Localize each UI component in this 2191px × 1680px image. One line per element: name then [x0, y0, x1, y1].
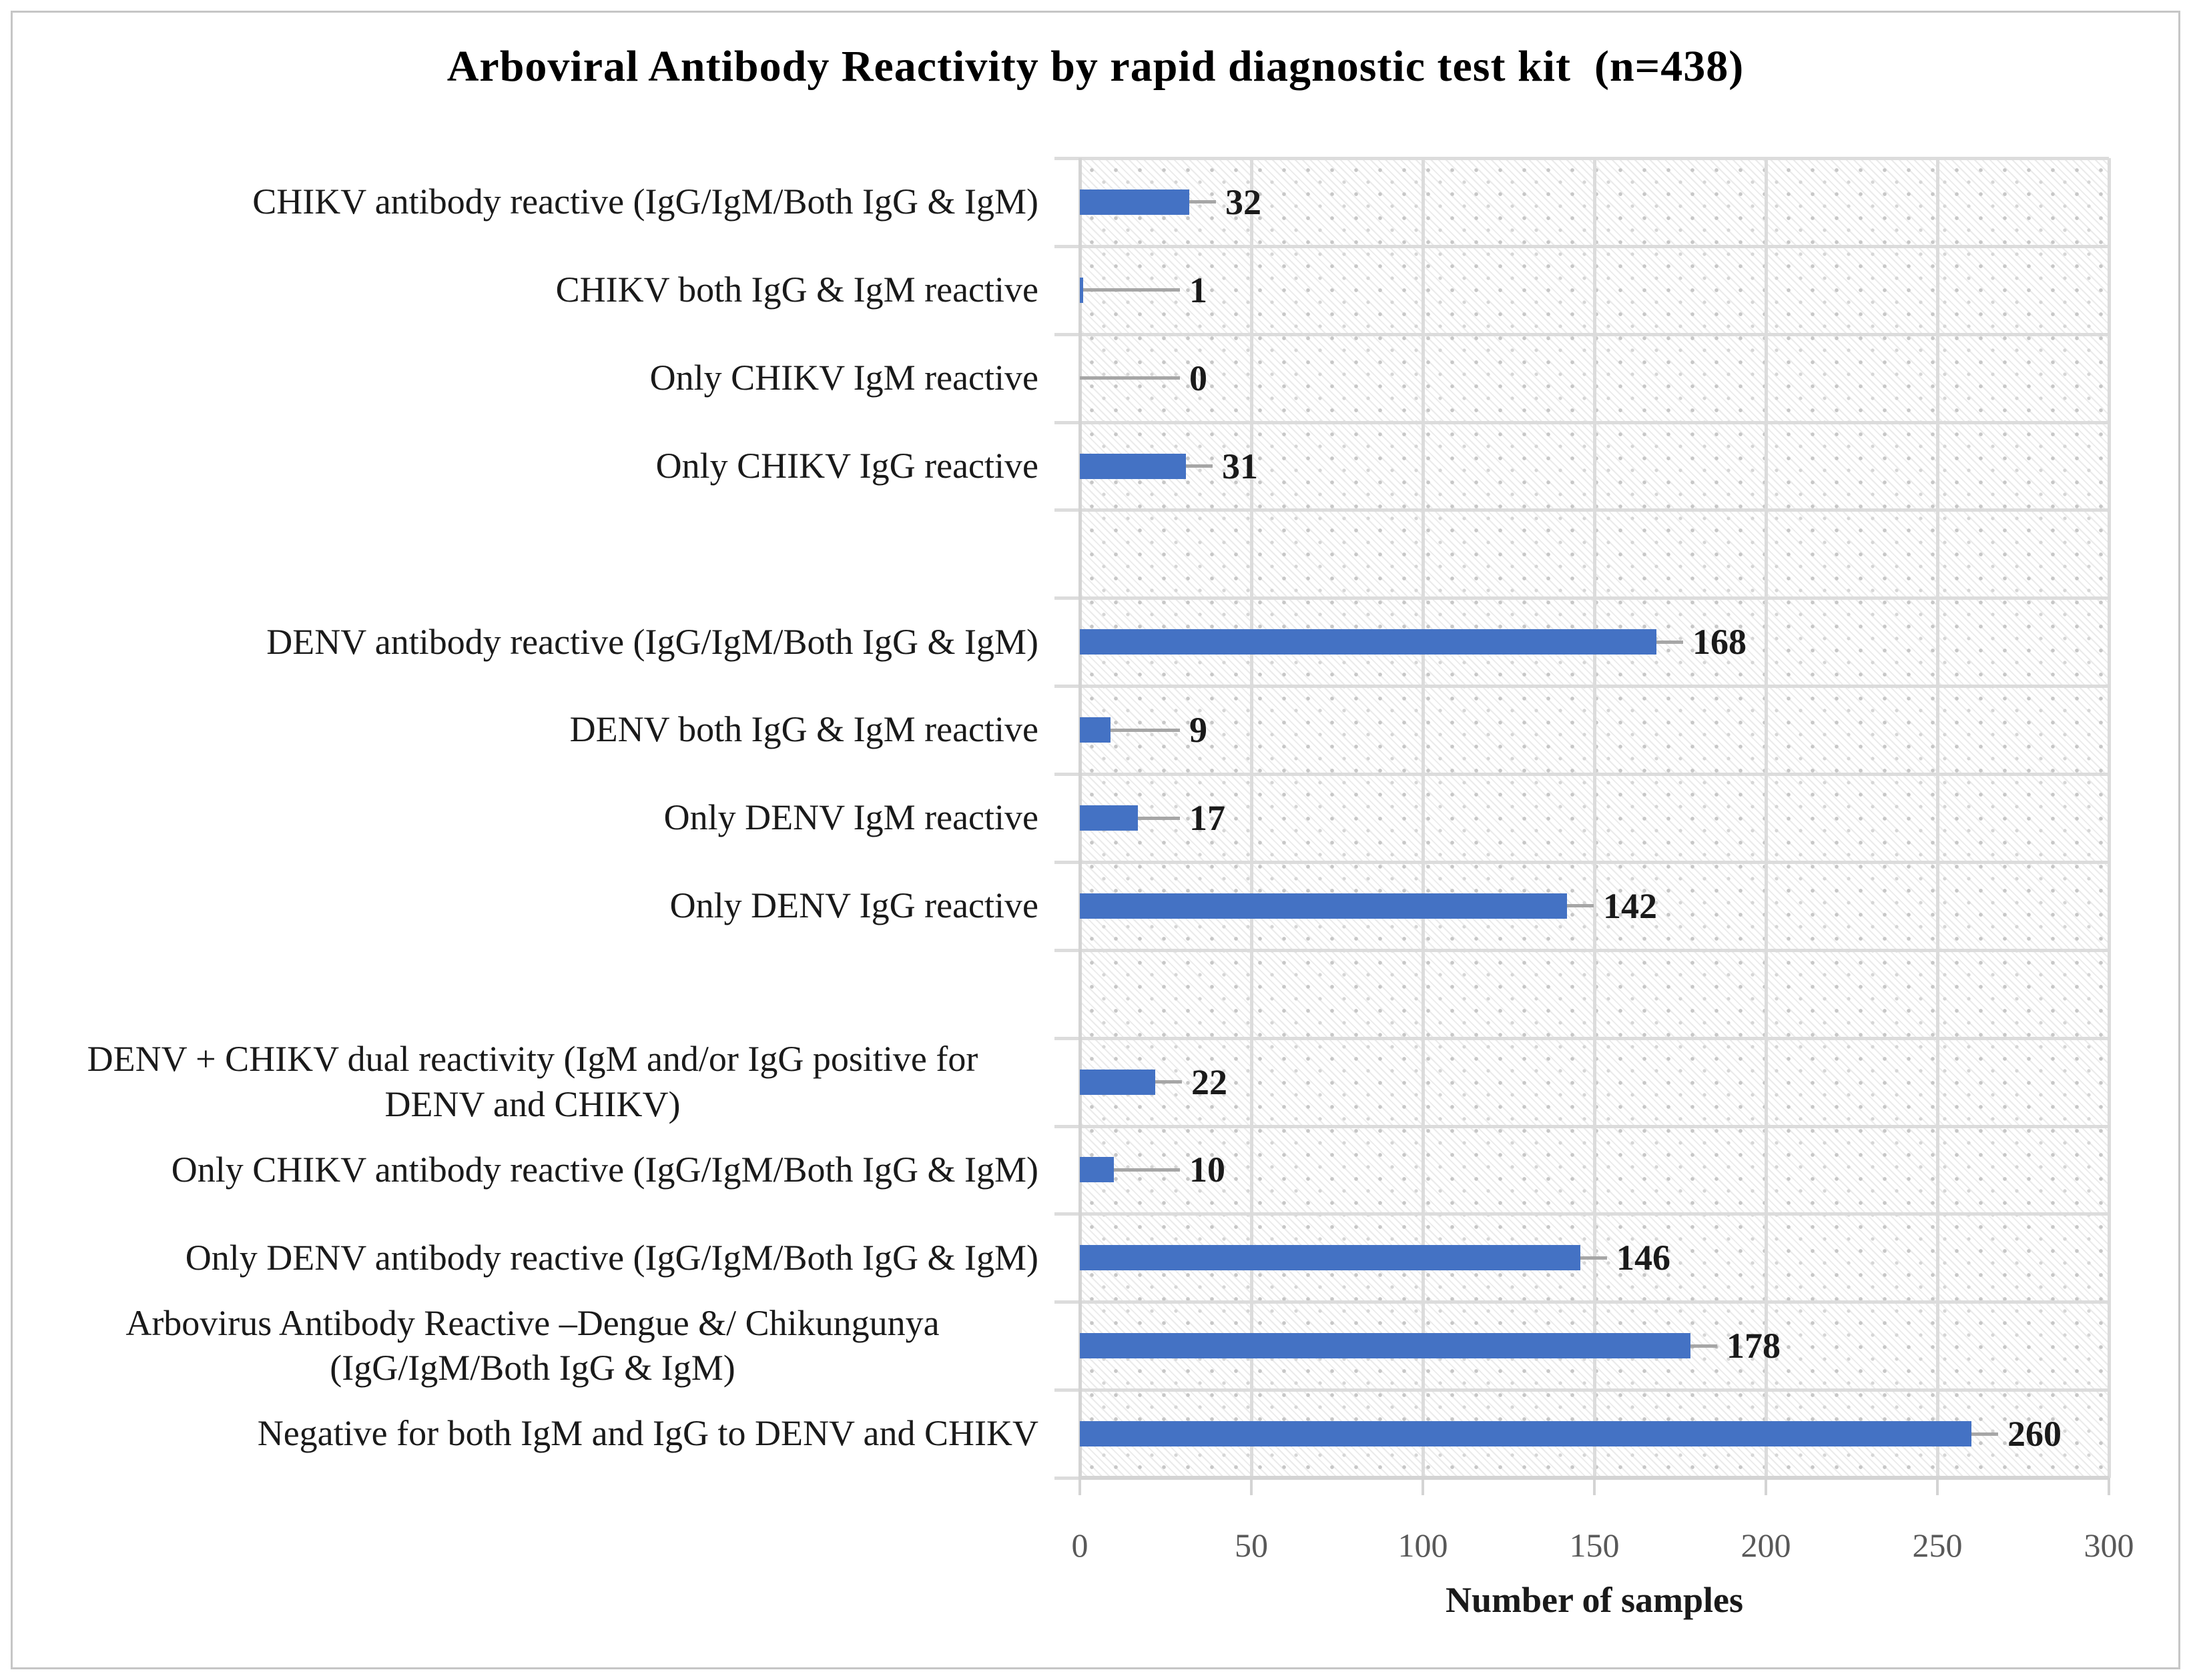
h-gridline	[1054, 773, 2109, 777]
leader-line	[1189, 200, 1216, 204]
leader-line	[1155, 1080, 1182, 1084]
leader-line	[1138, 816, 1180, 820]
data-label: 10	[1189, 1150, 1225, 1190]
category-label: DENV antibody reactive (IgG/IgM/Both IgG…	[266, 621, 1038, 662]
data-label: 260	[2007, 1414, 2062, 1454]
v-gridline	[1765, 158, 1768, 1478]
h-gridline	[1054, 860, 2109, 864]
h-gridline	[1054, 157, 2109, 160]
category-label: CHIKV antibody reactive (IgG/IgM/Both Ig…	[252, 181, 1038, 222]
bar	[1080, 629, 1656, 655]
h-gridline	[1054, 685, 2109, 689]
x-tick-label: 250	[1912, 1527, 1963, 1564]
leader-line	[1567, 904, 1594, 908]
data-label: 17	[1189, 797, 1225, 838]
h-gridline	[1054, 1212, 2109, 1216]
leader-line	[1111, 728, 1180, 732]
h-gridline	[1054, 508, 2109, 512]
leader-line	[1656, 640, 1683, 644]
category-label: Only DENV IgM reactive	[663, 797, 1038, 838]
h-gridline	[1054, 1036, 2109, 1040]
category-label: DENV + CHIKV dual reactivity (IgM and/or…	[87, 1039, 978, 1124]
bar	[1080, 277, 1083, 303]
x-tick-label: 300	[2084, 1527, 2134, 1564]
v-gridline	[2108, 158, 2111, 1478]
leader-line	[1080, 376, 1180, 380]
x-axis-tick	[1593, 1478, 1596, 1495]
data-label: 146	[1616, 1238, 1670, 1278]
leader-line	[1580, 1256, 1607, 1260]
data-label: 22	[1191, 1062, 1227, 1102]
x-axis-tick	[1078, 1478, 1081, 1495]
h-gridline	[1054, 1124, 2109, 1128]
bar	[1080, 453, 1186, 479]
category-label: Negative for both IgM and IgG to DENV an…	[257, 1413, 1038, 1454]
x-tick-label: 0	[1071, 1527, 1088, 1564]
bar	[1080, 1157, 1114, 1183]
x-tick-label: 100	[1397, 1527, 1448, 1564]
category-label: CHIKV both IgG & IgM reactive	[555, 270, 1038, 310]
category-label: DENV both IgG & IgM reactive	[569, 709, 1038, 750]
bar	[1080, 189, 1189, 215]
leader-line	[1690, 1344, 1717, 1348]
h-gridline	[1054, 420, 2109, 424]
h-gridline	[1054, 948, 2109, 952]
bar	[1080, 1421, 1971, 1447]
data-label: 31	[1222, 446, 1258, 486]
leader-line	[1971, 1432, 1998, 1436]
category-label: Only CHIKV antibody reactive (IgG/IgM/Bo…	[171, 1149, 1038, 1190]
x-tick-label: 50	[1235, 1527, 1268, 1564]
x-axis-tick	[1936, 1478, 1939, 1495]
x-tick-label: 200	[1741, 1527, 1791, 1564]
h-gridline	[1054, 1388, 2109, 1392]
x-tick-label: 150	[1569, 1527, 1620, 1564]
bar	[1080, 805, 1138, 831]
bar	[1080, 717, 1111, 743]
leader-line	[1186, 464, 1213, 468]
category-label: Only CHIKV IgM reactive	[649, 357, 1038, 398]
v-gridline	[1422, 158, 1425, 1478]
bar	[1080, 1333, 1690, 1359]
plot-area: 32 1 0 31 168 9 17 142 22 10 146 178 260	[1054, 157, 2111, 1495]
h-gridline	[1054, 1300, 2109, 1304]
chart-title: Arboviral Antibody Reactivity by rapid d…	[446, 42, 1745, 91]
h-gridline	[1054, 244, 2109, 248]
category-label: Only CHIKV IgG reactive	[655, 445, 1038, 486]
h-gridline	[1054, 332, 2109, 336]
data-label: 0	[1189, 358, 1207, 398]
category-label: Only DENV antibody reactive (IgG/IgM/Bot…	[185, 1237, 1038, 1278]
bar	[1080, 1069, 1155, 1095]
v-gridline	[1593, 158, 1596, 1478]
bar	[1080, 1245, 1580, 1271]
bar	[1080, 893, 1567, 919]
x-axis-tick	[2108, 1478, 2110, 1495]
x-axis-tick	[1250, 1478, 1253, 1495]
data-label: 32	[1225, 181, 1261, 222]
h-gridline	[1054, 596, 2109, 600]
x-axis-tick	[1765, 1478, 1767, 1495]
v-gridline	[1250, 158, 1253, 1478]
leader-line	[1114, 1168, 1180, 1172]
category-label: Only DENV IgG reactive	[669, 885, 1038, 926]
x-axis-title: Number of samples	[1445, 1580, 1743, 1620]
data-label: 9	[1189, 710, 1207, 751]
data-label: 142	[1603, 885, 1657, 926]
leader-line	[1083, 288, 1180, 292]
v-gridline	[1936, 158, 1939, 1478]
data-label: 1	[1189, 270, 1207, 310]
data-label: 168	[1692, 622, 1747, 663]
category-label: Arbovirus Antibody Reactive –Dengue &/ C…	[125, 1302, 940, 1388]
x-axis-tick	[1422, 1478, 1424, 1495]
data-label: 178	[1727, 1326, 1781, 1366]
